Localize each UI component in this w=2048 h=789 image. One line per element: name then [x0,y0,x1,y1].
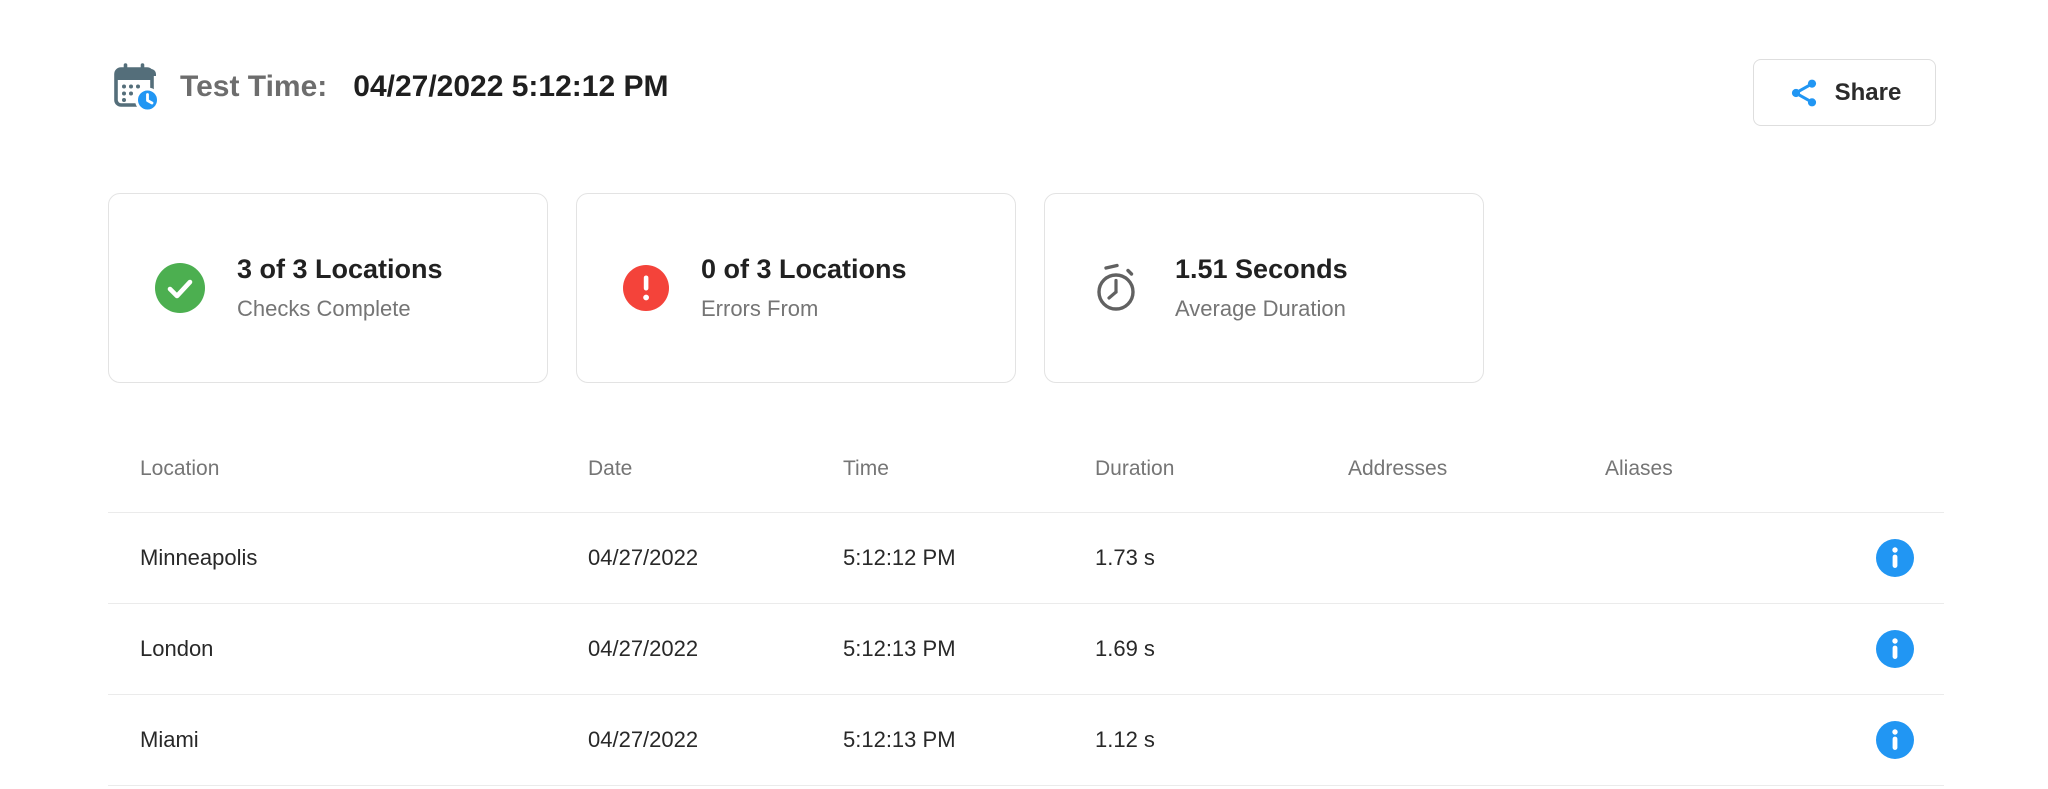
cell-date: 04/27/2022 [588,727,699,752]
cell-time: 5:12:13 PM [843,636,956,661]
card-title: 0 of 3 Locations [701,254,907,284]
cell-location: Miami [140,727,199,752]
cell-date: 04/27/2022 [588,636,699,661]
column-header-duration: Duration [1095,456,1175,480]
card-subtitle: Errors From [701,296,819,321]
cell-duration: 1.69 s [1095,636,1155,661]
results-table: Location Date Time Duration Addresses Al… [108,425,1944,786]
cell-duration: 1.12 s [1095,727,1155,752]
cell-time: 5:12:13 PM [843,727,956,752]
table-header-row: Location Date Time Duration Addresses Al… [108,425,1944,513]
table-row: Miami 04/27/2022 5:12:13 PM 1.12 s [108,695,1944,786]
column-header-addresses: Addresses [1348,456,1448,480]
share-button[interactable]: Share [1753,59,1936,126]
cell-date: 04/27/2022 [588,545,699,570]
share-icon [1788,77,1820,109]
column-header-aliases: Aliases [1605,456,1673,480]
column-header-location: Location [140,456,220,480]
table-row: London 04/27/2022 5:12:13 PM 1.69 s [108,604,1944,695]
stopwatch-icon [1091,261,1143,315]
column-header-date: Date [588,456,633,480]
calendar-clock-icon [112,62,160,113]
cell-time: 5:12:12 PM [843,545,956,570]
test-time-label: Test Time: [180,70,328,103]
cell-duration: 1.73 s [1095,545,1155,570]
cell-location: London [140,636,214,661]
card-checks-complete: 3 of 3 Locations Checks Complete [108,193,548,383]
exclamation-circle-icon [623,265,669,311]
column-header-time: Time [843,456,889,480]
table-row: Minneapolis 04/27/2022 5:12:12 PM 1.73 s [108,513,1944,604]
card-subtitle: Average Duration [1175,296,1346,321]
card-average-duration: 1.51 Seconds Average Duration [1044,193,1484,383]
cell-location: Minneapolis [140,545,258,570]
test-time-header: Test Time: 04/27/2022 5:12:12 PM [112,62,669,113]
info-icon[interactable] [1876,721,1914,759]
check-circle-icon [155,263,205,313]
card-errors-from: 0 of 3 Locations Errors From [576,193,1016,383]
info-icon[interactable] [1876,539,1914,577]
test-time-value: 04/27/2022 5:12:12 PM [353,70,669,103]
card-title: 3 of 3 Locations [237,254,443,284]
card-title: 1.51 Seconds [1175,254,1348,284]
info-icon[interactable] [1876,630,1914,668]
card-subtitle: Checks Complete [237,296,411,321]
share-button-label: Share [1834,78,1902,106]
summary-cards: 3 of 3 Locations Checks Complete 0 of 3 … [108,193,1484,383]
